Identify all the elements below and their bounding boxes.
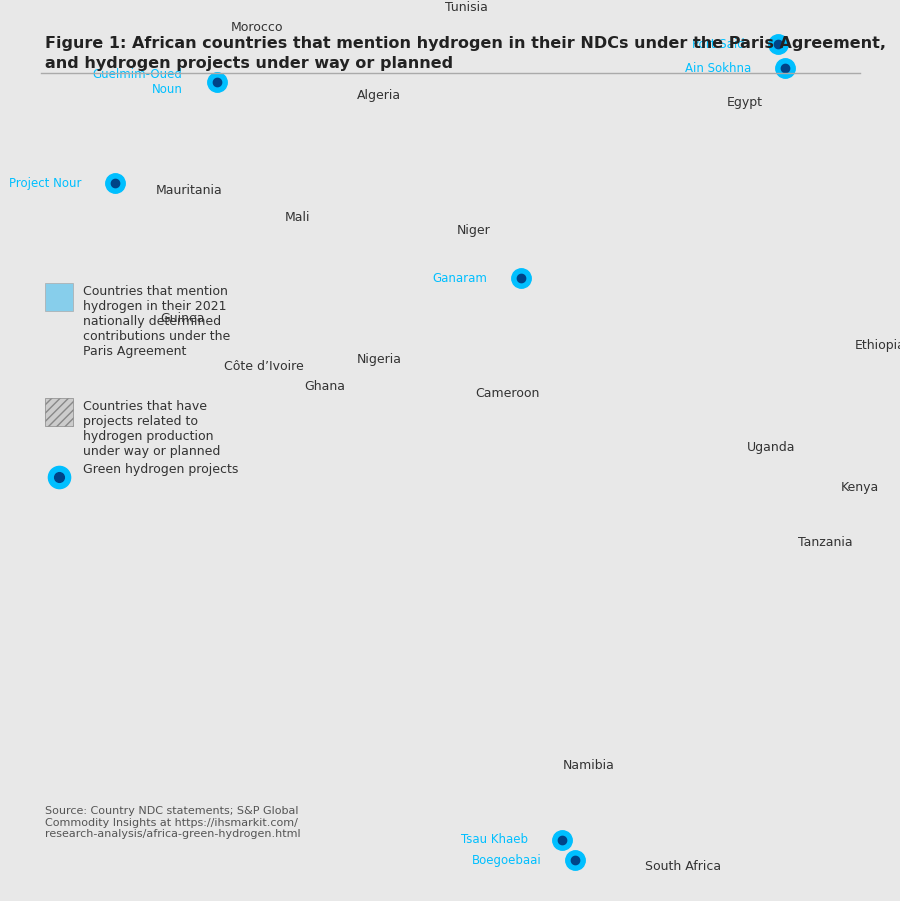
Text: Green hydrogen projects: Green hydrogen projects — [83, 463, 238, 477]
Text: Mauritania: Mauritania — [156, 184, 223, 196]
Text: Tsau Khaeb: Tsau Khaeb — [461, 833, 527, 846]
Text: Tanzania: Tanzania — [798, 535, 853, 549]
Text: Mali: Mali — [285, 211, 310, 223]
Text: Port Said: Port Said — [691, 38, 744, 50]
Text: Tunisia: Tunisia — [446, 1, 489, 14]
Text: Ain Sokhna: Ain Sokhna — [685, 62, 752, 75]
Text: Boegoebaai: Boegoebaai — [472, 853, 542, 867]
Text: Egypt: Egypt — [726, 96, 762, 109]
Text: Cameroon: Cameroon — [475, 387, 540, 400]
Text: Ghana: Ghana — [304, 380, 346, 393]
Text: Ethiopia: Ethiopia — [854, 340, 900, 352]
Text: Nigeria: Nigeria — [356, 353, 401, 366]
Text: Côte d’Ivoire: Côte d’Ivoire — [224, 359, 304, 373]
Text: Kenya: Kenya — [841, 481, 878, 495]
Text: Countries that mention
hydrogen in their 2021
nationally determined
contribution: Countries that mention hydrogen in their… — [83, 285, 230, 358]
Text: South Africa: South Africa — [645, 860, 722, 873]
Text: Morocco: Morocco — [231, 22, 284, 34]
Text: Countries that have
projects related to
hydrogen production
under way or planned: Countries that have projects related to … — [83, 400, 220, 458]
Text: Figure 1: African countries that mention hydrogen in their NDCs under the Paris : Figure 1: African countries that mention… — [45, 36, 886, 51]
Text: Uganda: Uganda — [747, 441, 796, 454]
Text: Niger: Niger — [457, 224, 490, 237]
Bar — [45, 398, 73, 426]
Text: Source: Country NDC statements; S&P Global
Commodity Insights at https://ihsmark: Source: Country NDC statements; S&P Glob… — [45, 806, 301, 839]
Text: Namibia: Namibia — [562, 759, 615, 772]
Text: Ganaram: Ganaram — [432, 272, 487, 285]
Text: Guinea: Guinea — [160, 313, 205, 325]
Text: and hydrogen projects under way or planned: and hydrogen projects under way or plann… — [45, 56, 453, 71]
Text: Project Nour: Project Nour — [9, 177, 81, 190]
Text: Guelmim-Oued
Noun: Guelmim-Oued Noun — [93, 68, 183, 96]
Text: Algeria: Algeria — [357, 89, 401, 102]
Bar — [45, 283, 73, 311]
